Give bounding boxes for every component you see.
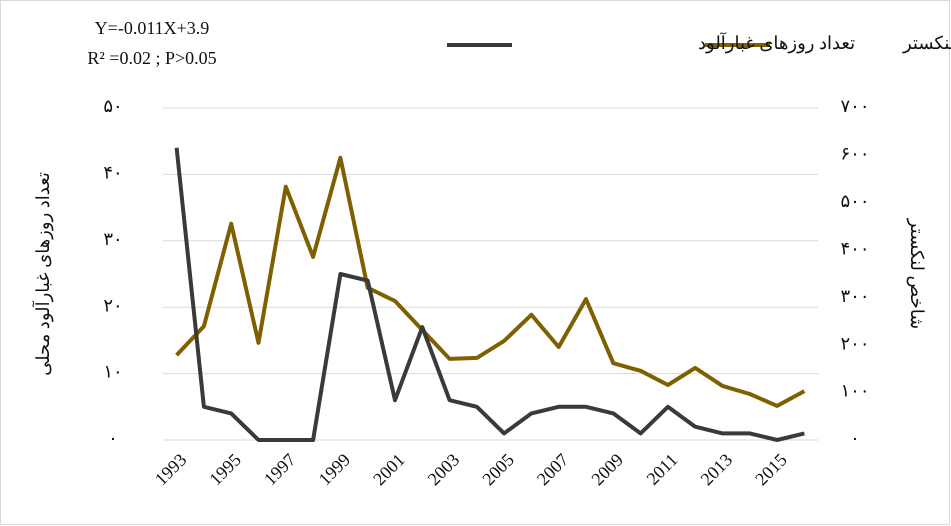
y-tick-label: ۰ — [108, 428, 118, 448]
annotation: Y=-0.011X+3.9 — [95, 18, 210, 38]
y-axis-title: تعداد روزهای غبارآلود محلی — [32, 172, 54, 376]
annotation: R² =0.02 ; P>0.05 — [87, 48, 216, 68]
series-line — [175, 155, 806, 408]
y-tick-label: ۳۰ — [103, 229, 122, 249]
y2-tick-label: ۵۰۰ — [840, 191, 869, 211]
legend-label: تعداد روزهای غبارآلود — [698, 32, 855, 54]
y2-tick-label: ۶۰۰ — [840, 144, 869, 164]
y-tick-label: ۲۰ — [103, 295, 122, 315]
y-tick-label: ۵۰ — [103, 96, 122, 116]
y2-tick-label: ۱۰۰ — [840, 381, 869, 401]
y-tick-label: ۴۰ — [103, 163, 122, 183]
y2-tick-label: ۰ — [850, 428, 860, 448]
legend-label: شاخص لنکستر — [902, 33, 951, 54]
series-line — [174, 147, 805, 442]
y2-tick-label: ۷۰۰ — [840, 96, 869, 116]
y-tick-label: ۱۰ — [103, 362, 122, 382]
y2-tick-label: ۴۰۰ — [840, 238, 869, 258]
y2-tick-label: ۲۰۰ — [840, 333, 869, 353]
y2-tick-label: ۳۰۰ — [840, 286, 869, 306]
y2-axis-title: شاخص لنکستر — [906, 218, 927, 330]
